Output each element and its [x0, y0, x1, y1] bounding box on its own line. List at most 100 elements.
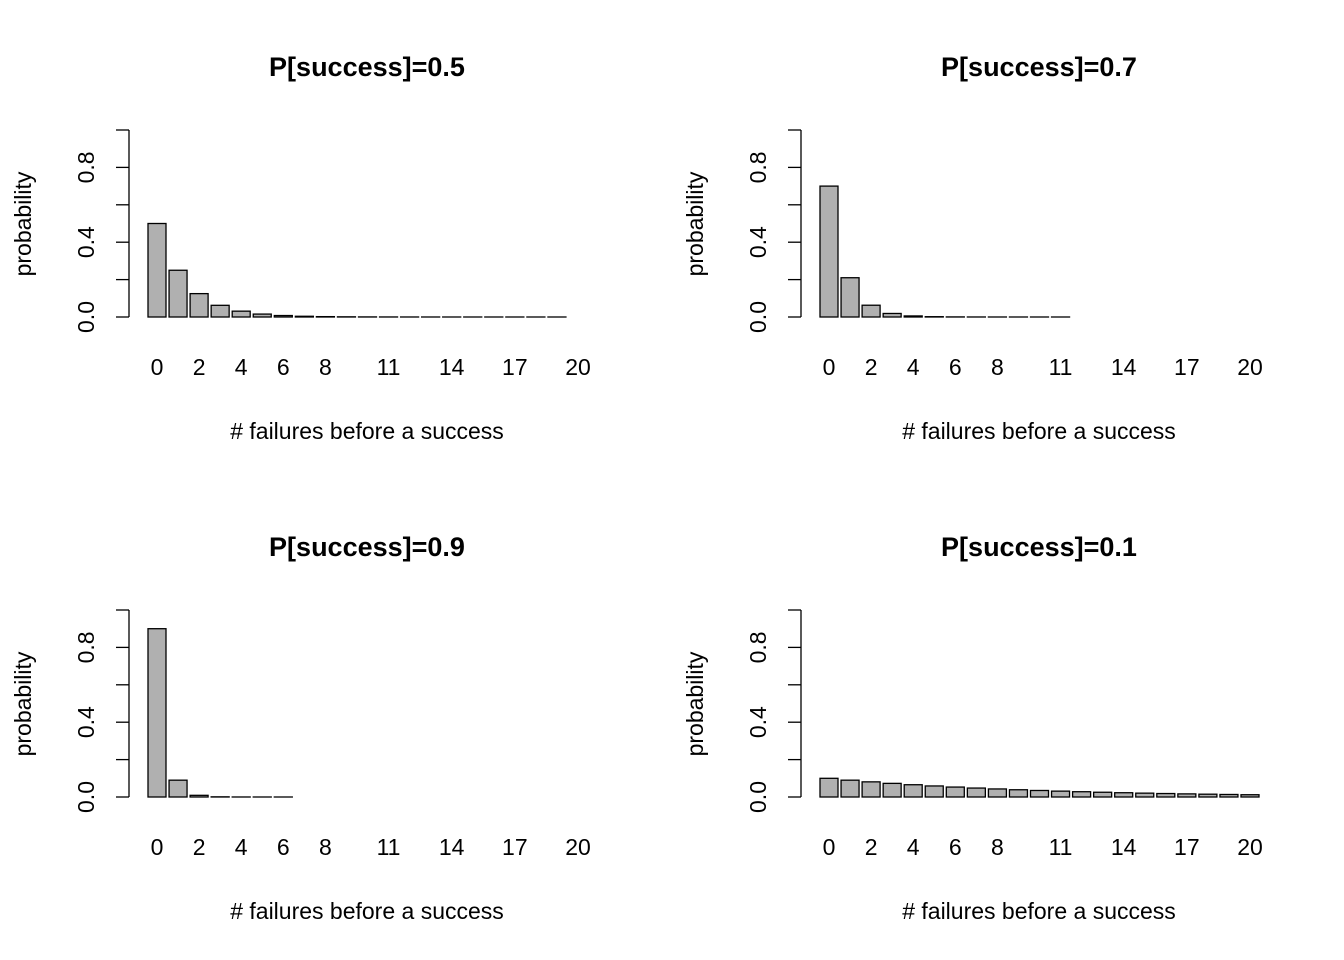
y-axis-label: probability — [682, 171, 708, 276]
y-tick-label: 0.8 — [73, 151, 99, 183]
x-tick-label: 14 — [439, 834, 465, 860]
x-tick-label: 6 — [277, 354, 290, 380]
bar — [924, 785, 944, 798]
bar — [1135, 792, 1155, 798]
x-axis-label: # failures before a success — [230, 418, 504, 444]
x-tick-label: 11 — [377, 834, 401, 860]
y-tick-label: 0.8 — [73, 631, 99, 663]
x-tick-label: 0 — [823, 354, 836, 380]
x-tick-label: 14 — [439, 354, 465, 380]
y-tick-label: 0.4 — [745, 226, 771, 258]
x-tick-label: 6 — [949, 354, 962, 380]
bar — [861, 304, 881, 318]
bar — [882, 312, 902, 318]
chart-panel: P[success]=0.1 # failures before a succes… — [682, 532, 1263, 924]
chart-title: P[success]=0.7 — [941, 52, 1137, 82]
x-axis-label: # failures before a success — [902, 898, 1176, 924]
x-tick-label: 8 — [319, 834, 332, 860]
x-tick-label: 2 — [865, 354, 878, 380]
x-tick-label: 4 — [235, 354, 248, 380]
bar — [189, 292, 209, 318]
bar — [294, 315, 315, 318]
x-tick-label: 4 — [235, 834, 248, 860]
x-tick-label: 20 — [1237, 354, 1263, 380]
bar — [1008, 789, 1029, 798]
bar — [1029, 789, 1050, 798]
bar — [1050, 790, 1071, 798]
y-tick-label: 0.0 — [745, 301, 771, 333]
bar — [1177, 793, 1197, 798]
x-tick-label: 14 — [1111, 354, 1137, 380]
bar — [1114, 792, 1134, 798]
x-tick-label: 11 — [1049, 834, 1073, 860]
y-tick-label: 0.8 — [745, 151, 771, 183]
x-tick-label: 0 — [151, 834, 164, 860]
x-tick-label: 0 — [823, 834, 836, 860]
bar — [882, 782, 902, 798]
y-tick-label: 0.8 — [745, 631, 771, 663]
x-tick-label: 17 — [502, 354, 528, 380]
bar — [861, 781, 881, 798]
y-axis-label: probability — [10, 651, 36, 756]
bar — [210, 304, 230, 318]
y-tick-label: 0.0 — [73, 781, 99, 813]
chart-panel: P[success]=0.7 # failures before a succes… — [682, 52, 1263, 444]
x-tick-label: 14 — [1111, 834, 1137, 860]
y-tick-label: 0.0 — [73, 301, 99, 333]
bar — [147, 222, 167, 318]
bar — [147, 628, 167, 798]
x-tick-label: 8 — [319, 354, 332, 380]
x-tick-label: 20 — [565, 834, 591, 860]
x-tick-label: 11 — [377, 354, 401, 380]
x-tick-label: 6 — [949, 834, 962, 860]
chart-panel: P[success]=0.5 # failures before a succes… — [10, 52, 591, 444]
x-tick-label: 0 — [151, 354, 164, 380]
x-tick-label: 11 — [1049, 354, 1073, 380]
x-tick-label: 17 — [1174, 354, 1200, 380]
x-axis-label: # failures before a success — [902, 418, 1176, 444]
x-tick-label: 4 — [907, 834, 920, 860]
x-axis-label: # failures before a success — [230, 898, 504, 924]
bar — [840, 779, 860, 798]
x-tick-label: 6 — [277, 834, 290, 860]
x-tick-label: 4 — [907, 354, 920, 380]
bar — [903, 784, 923, 798]
y-tick-label: 0.4 — [73, 706, 99, 738]
x-tick-label: 2 — [865, 834, 878, 860]
bar — [252, 313, 272, 318]
x-tick-label: 2 — [193, 834, 206, 860]
chart-title: P[success]=0.9 — [269, 532, 465, 562]
y-axis-label: probability — [10, 171, 36, 276]
x-tick-label: 2 — [193, 354, 206, 380]
chart-title: P[success]=0.5 — [269, 52, 465, 82]
chart-panel: P[success]=0.9 # failures before a succes… — [10, 532, 591, 924]
bar — [819, 185, 839, 318]
y-tick-label: 0.4 — [73, 226, 99, 258]
bar — [168, 269, 188, 318]
bar — [273, 314, 293, 318]
bar — [840, 277, 860, 318]
bar — [1219, 793, 1239, 798]
y-tick-label: 0.4 — [745, 706, 771, 738]
bar — [1156, 792, 1176, 798]
bar — [1092, 791, 1113, 798]
y-axis-label: probability — [682, 651, 708, 756]
bar — [966, 787, 987, 798]
bar — [1198, 793, 1218, 798]
x-tick-label: 20 — [565, 354, 591, 380]
bar — [819, 777, 839, 798]
bar — [987, 788, 1008, 798]
bar — [945, 786, 965, 798]
bar — [231, 310, 251, 318]
x-tick-label: 20 — [1237, 834, 1263, 860]
bar — [1240, 794, 1260, 798]
bar — [168, 779, 188, 798]
x-tick-label: 8 — [991, 834, 1004, 860]
y-tick-label: 0.0 — [745, 781, 771, 813]
bar — [903, 315, 923, 318]
bar — [1071, 791, 1092, 798]
bar — [189, 794, 209, 798]
x-tick-label: 17 — [502, 834, 528, 860]
chart-title: P[success]=0.1 — [941, 532, 1137, 562]
